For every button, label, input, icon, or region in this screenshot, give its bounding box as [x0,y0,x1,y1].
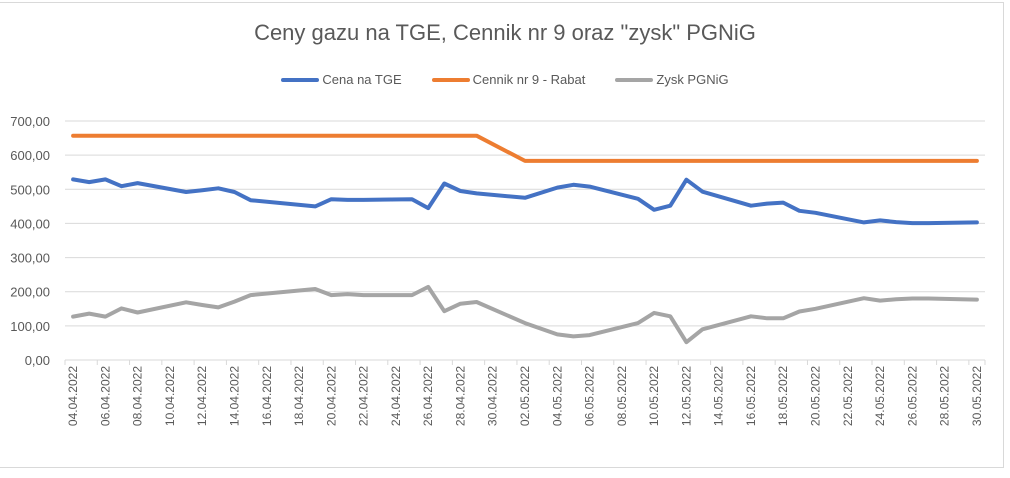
x-tick-label: 28.04.2022 [453,366,467,426]
x-tick-label: 10.05.2022 [647,366,661,426]
x-tick-label: 26.05.2022 [905,366,919,426]
legend-label: Zysk PGNiG [656,72,729,87]
x-tick-label: 06.04.2022 [98,366,112,426]
x-tick-label: 24.05.2022 [873,366,887,426]
gridlines [65,120,985,361]
x-tick-label: 20.05.2022 [809,366,823,426]
x-tick-label: 30.05.2022 [970,366,984,426]
series-lines [71,133,979,345]
legend-label: Cennik nr 9 - Rabat [472,72,586,87]
legend-item-zysk-pgnig[interactable]: Zysk PGNiG [615,72,729,87]
x-tick-label: 04.05.2022 [550,366,564,426]
x-tick-label: 10.04.2022 [163,366,177,426]
x-tick-label: 12.04.2022 [195,366,209,426]
y-tick-label: 300,00 [10,251,50,266]
x-tick-label: 24.04.2022 [389,366,403,426]
x-tick-label: 08.05.2022 [615,366,629,426]
series-line-zysk-pgnig[interactable] [71,284,979,345]
y-tick-label: 600,00 [10,148,50,163]
y-tick-label: 400,00 [10,216,50,231]
legend-swatch-gray-icon [615,77,654,82]
x-tick-label: 04.04.2022 [66,366,80,426]
y-axis: 0,00 100,00 200,00 300,00 400,00 500,00 600,00… [10,114,50,368]
x-tick-label: 18.05.2022 [776,366,790,426]
x-tick-label: 16.04.2022 [260,366,274,426]
x-tick-label: 26.04.2022 [421,366,435,426]
y-tick-label: 0,00 [25,353,50,368]
x-tick-label: 06.05.2022 [583,366,597,426]
chart-title: Ceny gazu na TGE, Cennik nr 9 oraz "zysk… [254,20,756,45]
y-tick-label: 700,00 [10,114,50,129]
chart-frame [0,2,1004,468]
x-tick-label: 18.04.2022 [292,366,306,426]
x-tick-label: 08.04.2022 [131,366,145,426]
chart-legend: Cena na TGE Cennik nr 9 - Rabat Zysk PGN… [0,72,1010,87]
y-tick-label: 200,00 [10,285,50,300]
x-tick-label: 02.05.2022 [518,366,532,426]
x-tick-label: 28.05.2022 [938,366,952,426]
legend-swatch-blue-icon [281,77,320,82]
series-line-cennik-nr-9-rabat[interactable] [71,133,979,163]
legend-item-cena-na-tge[interactable]: Cena na TGE [281,72,402,87]
x-tick-label: 14.04.2022 [227,366,241,426]
x-tick-label: 14.05.2022 [712,366,726,426]
legend-item-cennik-nr-9[interactable]: Cennik nr 9 - Rabat [431,72,586,87]
legend-swatch-orange-icon [431,77,470,82]
x-tick-label: 30.04.2022 [486,366,500,426]
x-tick-label: 12.05.2022 [679,366,693,426]
x-tick-label: 22.05.2022 [841,366,855,426]
legend-label: Cena na TGE [322,72,402,87]
x-axis: 04.04.2022 06.04.2022 08.04.2022 10.04.2022… [64,360,986,426]
x-tick-label: 22.04.2022 [357,366,371,426]
series-line-cena-na-tge[interactable] [71,177,979,226]
x-tick-label: 16.05.2022 [744,366,758,426]
x-tick-label: 20.04.2022 [324,366,338,426]
y-tick-label: 100,00 [10,319,50,334]
y-tick-label: 500,00 [10,182,50,197]
